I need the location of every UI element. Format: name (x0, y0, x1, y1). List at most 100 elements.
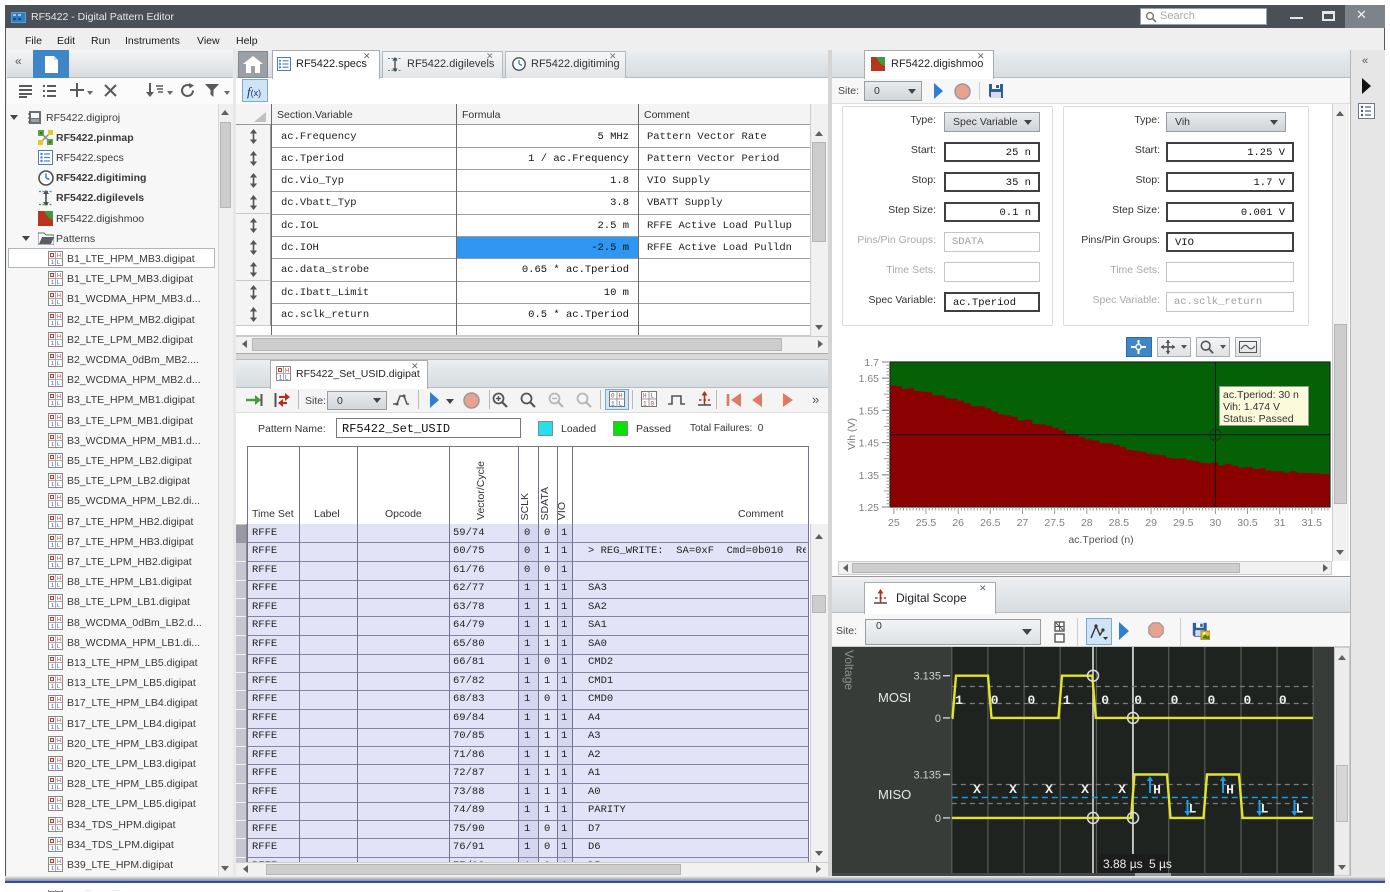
svg-text:H: H (57, 536, 61, 542)
svg-text:H: H (57, 677, 61, 683)
svg-text:1: 1 (51, 401, 54, 407)
svg-text:H: H (57, 516, 61, 522)
svg-text:H: H (57, 637, 61, 643)
svg-text:25.5: 25.5 (916, 517, 937, 529)
svg-text:H: H (57, 859, 61, 865)
svg-text:H: H (57, 556, 61, 562)
svg-text:1: 1 (51, 624, 54, 630)
svg-text:1: 1 (51, 664, 54, 670)
svg-text:1: 1 (51, 704, 54, 710)
svg-text:5 µs: 5 µs (1149, 857, 1172, 871)
svg-text:0: 0 (1243, 693, 1251, 708)
svg-text:H: H (57, 314, 61, 320)
svg-text:1: 1 (51, 725, 54, 731)
svg-text:H: H (57, 455, 61, 461)
svg-text:1: 1 (51, 583, 54, 589)
svg-text:29: 29 (1145, 517, 1157, 529)
svg-text:H: H (57, 394, 61, 400)
svg-text:1: 1 (51, 543, 54, 549)
svg-text:H: H (57, 475, 61, 481)
svg-text:1: 1 (643, 401, 647, 408)
svg-text:L: L (57, 866, 60, 872)
svg-text:L: L (57, 644, 60, 650)
svg-text:H: H (57, 273, 61, 279)
svg-text:1: 1 (51, 846, 54, 852)
svg-text:1.45: 1.45 (859, 438, 880, 450)
svg-text:0: 0 (1134, 693, 1142, 708)
svg-text:1: 1 (51, 422, 54, 428)
svg-text:H: H (57, 374, 61, 380)
svg-text:X: X (1118, 782, 1126, 797)
svg-text:H: H (57, 778, 61, 784)
svg-text:1: 1 (51, 300, 54, 306)
svg-text:X: X (1009, 782, 1017, 797)
svg-text:L: L (57, 482, 60, 488)
svg-text:31.5: 31.5 (1302, 517, 1323, 529)
svg-text:L: L (285, 376, 289, 382)
svg-text:H: H (57, 718, 61, 724)
svg-text:1.35: 1.35 (859, 470, 880, 482)
svg-text:L: L (1189, 802, 1197, 817)
svg-text:1: 1 (51, 381, 54, 387)
svg-text:H: H (57, 354, 61, 360)
svg-text:X: X (973, 782, 981, 797)
svg-text:1: 1 (51, 260, 54, 266)
svg-text:X: X (1081, 782, 1089, 797)
svg-text:ac.Tperiod (n): ac.Tperiod (n) (1068, 534, 1133, 546)
svg-text:0: 0 (1171, 693, 1179, 708)
svg-text:L: L (57, 664, 60, 670)
svg-text:H: H (57, 495, 61, 501)
svg-text:L: L (57, 341, 60, 347)
svg-text:H: H (57, 819, 61, 825)
svg-text:L: L (57, 583, 60, 589)
svg-text:L: L (57, 422, 60, 428)
svg-text:L: L (1296, 802, 1304, 817)
svg-text:0: 0 (991, 693, 999, 708)
svg-text:1: 1 (51, 462, 54, 468)
svg-text:H: H (57, 657, 61, 663)
svg-text:1: 1 (51, 523, 54, 529)
svg-text:L: L (57, 260, 60, 266)
svg-text:0: 0 (1279, 693, 1287, 708)
svg-text:Vih (V): Vih (V) (846, 418, 858, 450)
svg-text:L: L (57, 280, 60, 286)
svg-text:1.25: 1.25 (859, 502, 880, 514)
svg-text:1: 1 (1063, 693, 1071, 708)
svg-text:H: H (57, 415, 61, 421)
svg-text:3.88 µs: 3.88 µs (1103, 857, 1143, 871)
svg-text:29.5: 29.5 (1173, 517, 1194, 529)
svg-text:H: H (57, 697, 61, 703)
svg-text:0: 0 (1027, 693, 1035, 708)
svg-text:H: H (57, 758, 61, 764)
svg-text:L: L (57, 846, 60, 852)
svg-text:1: 1 (51, 603, 54, 609)
svg-text:1: 1 (51, 482, 54, 488)
svg-text:X: X (1045, 782, 1053, 797)
svg-text:L: L (57, 462, 60, 468)
svg-text:L: L (57, 563, 60, 569)
svg-text:H: H (57, 798, 61, 804)
svg-text:1: 1 (955, 693, 963, 708)
svg-text:1: 1 (51, 502, 54, 508)
svg-text:L: L (57, 785, 60, 791)
svg-text:L: L (57, 826, 60, 832)
svg-text:30.5: 30.5 (1237, 517, 1258, 529)
svg-text:1: 1 (51, 684, 54, 690)
svg-text:L: L (57, 523, 60, 529)
svg-text:1: 1 (51, 361, 54, 367)
svg-text:1: 1 (51, 644, 54, 650)
svg-text:1: 1 (51, 321, 54, 327)
svg-text:H: H (57, 738, 61, 744)
svg-text:L: L (57, 401, 60, 407)
svg-text:H: H (57, 839, 61, 845)
svg-text:L: L (57, 381, 60, 387)
svg-text:H: H (57, 293, 61, 299)
svg-text:H: H (57, 253, 61, 259)
svg-text:1: 1 (51, 805, 54, 811)
svg-text:MOSI: MOSI (878, 690, 911, 705)
svg-text:1: 1 (51, 826, 54, 832)
svg-text:3.135: 3.135 (913, 671, 941, 683)
svg-text:L: L (651, 393, 655, 400)
svg-text:L: L (57, 543, 60, 549)
svg-text:0: 0 (935, 813, 941, 825)
